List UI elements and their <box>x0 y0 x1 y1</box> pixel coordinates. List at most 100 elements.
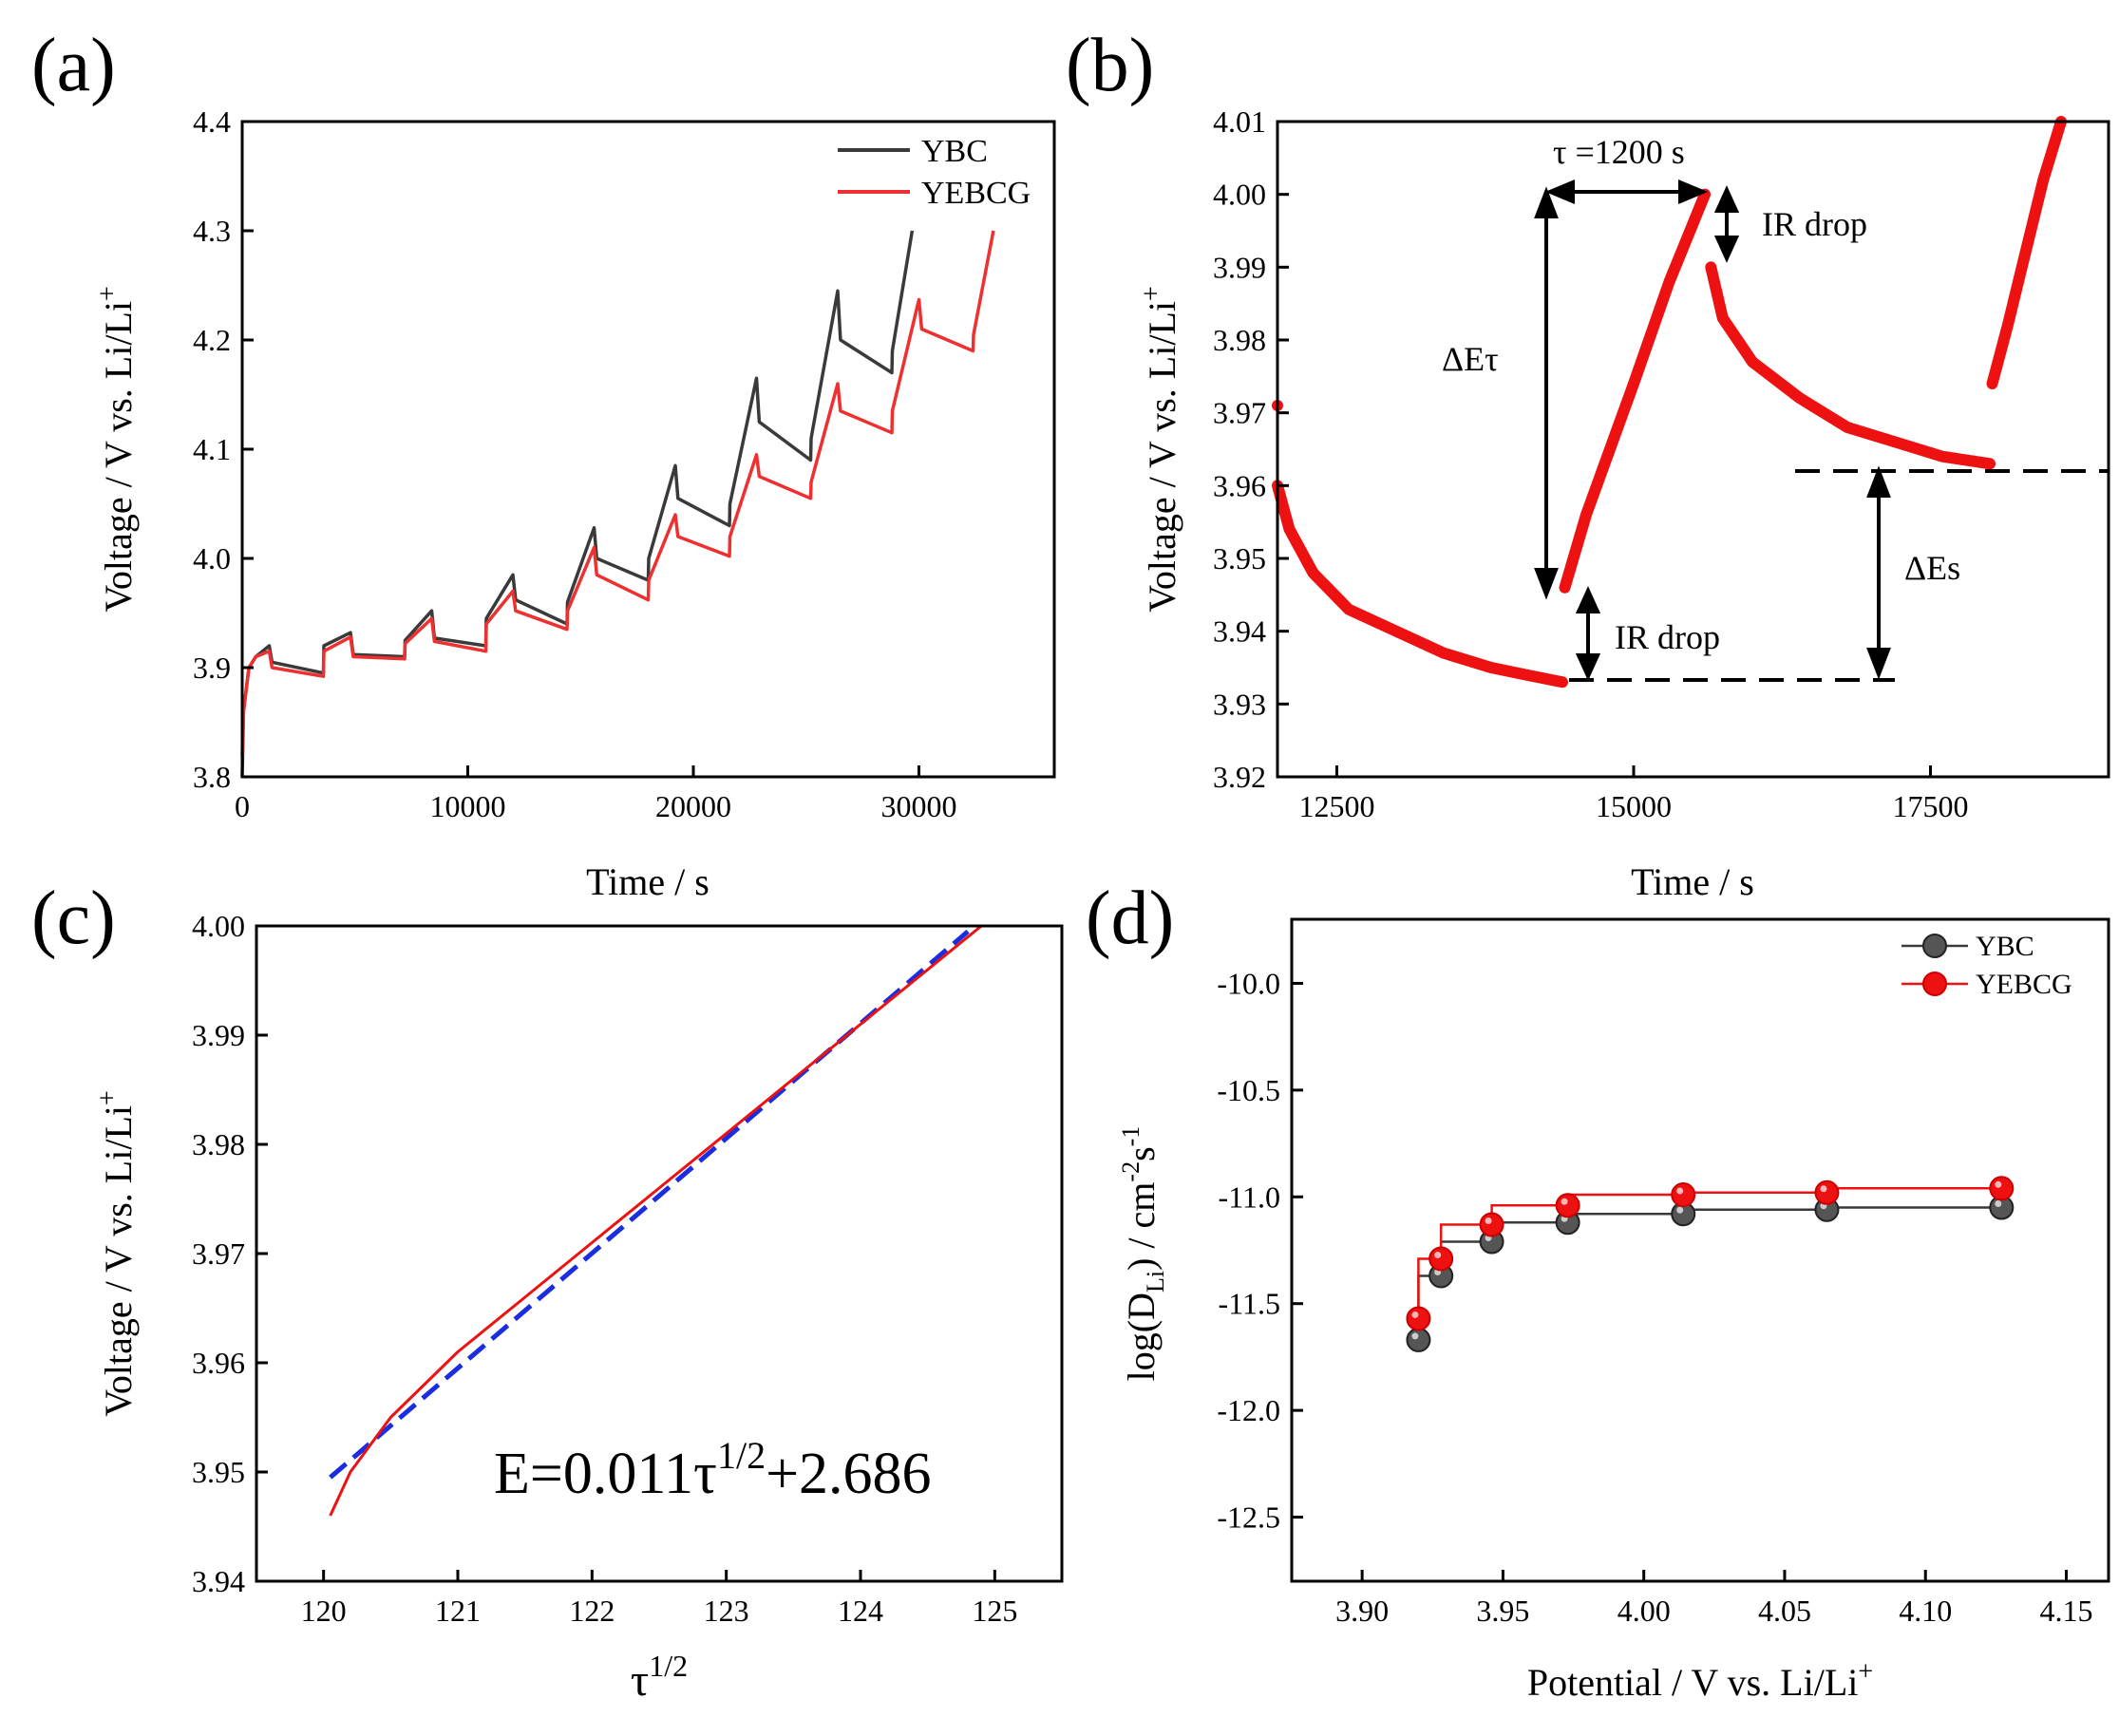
panel-c-y-tick-label: 3.97 <box>192 1236 245 1271</box>
panel-d-point-yebcg <box>1479 1212 1504 1237</box>
tau-label: τ =1200 s <box>1553 133 1685 171</box>
panel-c-x-ticks: 120 121 122 123 124 125 <box>301 1570 1017 1628</box>
panel-d-x-tick-label: 4.00 <box>1618 1594 1671 1628</box>
panel-b-frame <box>1276 120 2110 779</box>
panel-d-x-axis-label-main: Potential / V vs. Li/Li <box>1527 1661 1859 1704</box>
tau-arrowhead-right <box>1678 179 1709 204</box>
panel-c-y-tick-label: 3.94 <box>192 1564 245 1598</box>
panel-c-y-tick-label: 3.96 <box>192 1346 245 1380</box>
panel-c: (c) 120 121 122 123 124 125 3.943.953.963.973… <box>31 877 1064 1706</box>
panel-d-x-axis-label: Potential / V vs. Li/Li+ <box>1527 1657 1873 1704</box>
panel-a-x-tick-label: 30000 <box>881 789 957 823</box>
panel-d-x-tick-label: 4.15 <box>2040 1594 2093 1628</box>
panel-a-y-tick-label: 3.9 <box>193 651 231 685</box>
panel-d-point-ybc <box>1406 1327 1431 1352</box>
panel-d-point-yebcg <box>1406 1306 1431 1331</box>
panel-d-x-axis-label-sup: + <box>1858 1657 1873 1687</box>
panel-a-y-axis-label-sup: + <box>93 286 123 301</box>
panel-d-plot-area <box>1406 1176 2015 1352</box>
panel-c-x-tick-label: 122 <box>569 1594 615 1628</box>
panel-a-x-tick-label: 0 <box>235 789 250 823</box>
panel-d-legend-label-ybc: YBC <box>1976 931 2034 962</box>
delta-e-s-arrowhead-up <box>1866 465 1891 498</box>
panel-b-x-tick-label: 12500 <box>1299 789 1375 823</box>
panel-c-fit-equation: E=0.011τ1/2+2.686 <box>494 1434 932 1506</box>
panel-a: (a) 0 10000 20000 30000 3.8 3.9 4.0 4.1 4.2 4.3 4… <box>31 24 1056 903</box>
panel-b-y-tick-label: 3.94 <box>1213 614 1266 649</box>
panel-d-y-axis-label: log(DLi) / cm-2s-1 <box>1117 1126 1169 1382</box>
panel-d-legend-marker-yebcg <box>1922 972 1947 996</box>
panel-b-x-ticks: 12500 15000 17500 <box>1299 765 1969 823</box>
tau-arrowhead-left <box>1544 179 1575 204</box>
panel-d-point-highlight-ybc <box>1995 1200 2002 1208</box>
panel-d-point-highlight-yebcg <box>1820 1185 1827 1193</box>
panel-a-y-tick-label: 4.0 <box>193 541 231 576</box>
panel-d-point-yebcg <box>1428 1246 1454 1272</box>
panel-a-y-axis-label: Voltage / V vs. Li/Li+ <box>93 286 140 613</box>
panel-b-data-segment-5 <box>1986 116 2067 389</box>
panel-a-y-tick-label: 3.8 <box>193 760 231 794</box>
panel-c-y-axis-label-main: Voltage / V vs. Li/Li <box>97 1105 140 1417</box>
panel-d-legend-label-yebcg: YEBCG <box>1976 969 2072 1000</box>
panel-d-y-axis-label-mid2: s <box>1120 1146 1163 1161</box>
panel-d-y-tick-label: -10.0 <box>1217 966 1280 1000</box>
panel-a-plot-area <box>240 230 995 778</box>
panel-d-point-highlight-yebcg <box>1995 1180 2002 1188</box>
panel-c-label: (c) <box>31 877 116 960</box>
panel-d-y-tick-label: -12.0 <box>1217 1393 1280 1427</box>
panel-d-y-ticks: -10.0 -10.5 -11.0 -11.5 -12.0 -12.5 <box>1217 966 1303 1535</box>
panel-b-x-tick-label: 15000 <box>1596 789 1672 823</box>
panel-c-fit-equation-main: E=0.011τ <box>494 1442 717 1506</box>
panel-a-y-ticks: 3.8 3.9 4.0 4.1 4.2 4.3 4.4 <box>193 104 254 794</box>
panel-d-x-tick-label: 3.90 <box>1335 1594 1389 1628</box>
panel-a-y-tick-label: 4.1 <box>193 432 231 466</box>
panel-d-legend: YBC YEBCG <box>1901 931 2072 1000</box>
panel-b-y-tick-label: 3.93 <box>1213 687 1266 721</box>
panel-a-legend: YBC YEBCG <box>838 134 1031 211</box>
panel-b-y-tick-label: 3.97 <box>1213 396 1266 430</box>
panel-d-y-tick-label: -12.5 <box>1217 1500 1280 1535</box>
panel-d-point-yebcg <box>1671 1182 1696 1208</box>
panel-a-y-axis-label-main: Voltage / V vs. Li/Li <box>97 301 140 613</box>
panel-b-y-tick-label: 3.99 <box>1213 250 1266 284</box>
panel-c-plot-area <box>329 924 983 1517</box>
panel-c-x-tick-label: 124 <box>838 1594 883 1628</box>
panel-c-fit-equation-sup: 1/2 <box>717 1434 766 1477</box>
panel-a-legend-label-yebcg: YEBCG <box>921 176 1031 211</box>
panel-b-y-axis-label: Voltage / V vs. Li/Li+ <box>1137 286 1183 613</box>
panel-a-x-ticks: 0 10000 20000 30000 <box>235 765 957 823</box>
panel-b-y-tick-label: 4.00 <box>1213 178 1266 212</box>
panel-d: (d) 3.90 3.95 4.00 4.05 4.10 4.15 -10.0-10.5-… <box>1086 877 2110 1704</box>
panel-b-data-segment-4 <box>1705 261 1996 470</box>
panel-c-y-tick-label: 3.99 <box>192 1018 245 1052</box>
panel-c-y-ticks: 3.94 3.95 3.96 3.97 3.98 3.99 4.00 <box>192 909 268 1598</box>
panel-d-legend-marker-ybc <box>1922 934 1947 958</box>
delta-e-s-arrowhead-down <box>1866 648 1891 680</box>
panel-b-data-segment-2 <box>1272 480 1568 689</box>
panel-c-x-axis-label-main: τ <box>631 1655 649 1706</box>
panel-b-y-tick-label: 4.01 <box>1213 104 1266 139</box>
panel-c-x-tick-label: 120 <box>301 1594 347 1628</box>
ir-drop-top-arrowhead-down <box>1713 236 1740 263</box>
panel-a-label: (a) <box>31 24 116 107</box>
panel-d-point-highlight-ybc <box>1676 1206 1684 1214</box>
panel-d-x-tick-label: 4.05 <box>1758 1594 1811 1628</box>
panel-b-y-tick-label: 3.95 <box>1213 541 1266 576</box>
panel-d-point-highlight-yebcg <box>1434 1251 1442 1258</box>
panel-c-x-axis-label: τ1/2 <box>631 1649 688 1706</box>
panel-c-data-line <box>329 924 983 1517</box>
panel-d-point-yebcg <box>1555 1193 1580 1218</box>
panel-c-y-axis-label: Voltage / V vs. Li/Li+ <box>93 1090 140 1417</box>
panel-a-y-tick-label: 4.4 <box>193 104 231 139</box>
panel-a-legend-label-ybc: YBC <box>921 134 988 169</box>
ir-drop-bottom-label: IR drop <box>1615 618 1720 656</box>
panel-b-x-tick-label: 17500 <box>1893 789 1969 823</box>
panel-d-point-yebcg <box>1989 1176 2015 1201</box>
panel-d-point-highlight-ybc <box>1411 1332 1419 1340</box>
panel-d-y-tick-label: -10.5 <box>1217 1073 1280 1107</box>
panel-d-point-highlight-yebcg <box>1676 1187 1684 1195</box>
panel-d-x-ticks: 3.90 3.95 4.00 4.05 4.10 4.15 <box>1335 1570 2093 1628</box>
panel-b-y-ticks: 3.92 3.93 3.94 3.95 3.96 3.97 3.98 3.99 4.00 4.01 <box>1213 104 1289 794</box>
